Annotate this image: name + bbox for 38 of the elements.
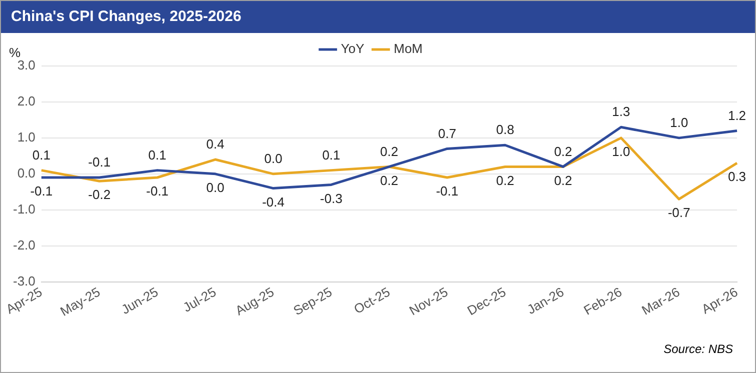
data-label: 0.1 xyxy=(148,147,166,162)
data-label: 1.3 xyxy=(612,104,630,120)
data-label: 1.2 xyxy=(728,108,746,123)
y-tick-label: -2.0 xyxy=(12,237,36,252)
data-label: -0.7 xyxy=(668,205,690,220)
y-tick-label: 3.0 xyxy=(17,58,36,73)
data-label: -0.4 xyxy=(262,194,284,210)
data-label: -0.1 xyxy=(88,154,111,170)
data-label: 0.2 xyxy=(380,172,398,188)
y-tick-label: -1.0 xyxy=(12,201,36,216)
data-label: 1.0 xyxy=(612,144,630,160)
source-note: Source: NBS xyxy=(664,342,733,356)
data-label: -0.1 xyxy=(30,184,53,199)
data-label: 0.2 xyxy=(554,144,572,159)
y-tick-label: 1.0 xyxy=(17,130,36,145)
y-tick-label: 0.0 xyxy=(17,165,36,180)
data-label: 0.4 xyxy=(206,136,224,152)
data-label: 1.0 xyxy=(670,115,688,130)
data-label: -0.3 xyxy=(320,190,342,206)
legend-label: YoY xyxy=(340,41,365,56)
data-label: 0.0 xyxy=(206,180,224,195)
y-tick-label: -3.0 xyxy=(12,273,36,288)
data-label: 0.1 xyxy=(322,147,340,162)
chart-title: China's CPI Changes, 2025-2026 xyxy=(1,1,755,33)
data-label: 0.2 xyxy=(554,172,572,188)
data-label: 0.2 xyxy=(380,144,398,159)
data-label: 0.7 xyxy=(438,126,456,141)
data-label: 0.0 xyxy=(264,150,282,166)
data-label: -0.2 xyxy=(88,187,111,202)
data-label: 0.2 xyxy=(496,172,514,188)
y-tick-label: 2.0 xyxy=(17,94,36,109)
data-label: 0.1 xyxy=(32,147,50,162)
data-label: -0.1 xyxy=(146,184,169,199)
data-label: 0.8 xyxy=(496,122,514,138)
y-axis-title: % xyxy=(9,45,21,60)
legend-label: MoM xyxy=(394,41,423,56)
data-label: 0.3 xyxy=(728,169,746,184)
data-label: -0.1 xyxy=(436,184,458,199)
